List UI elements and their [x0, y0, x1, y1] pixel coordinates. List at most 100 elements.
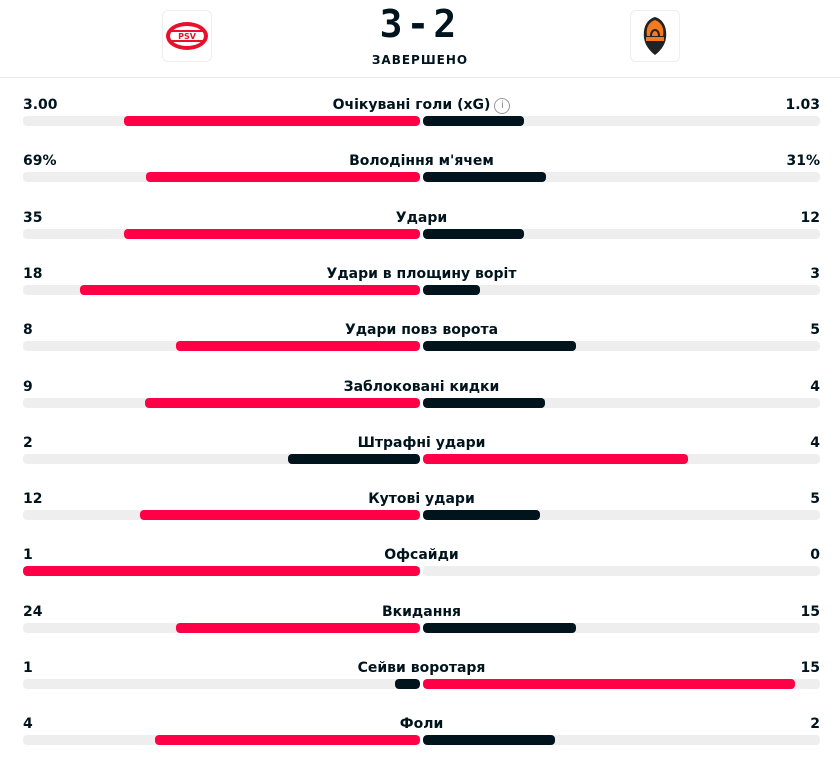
away-value: 5 [810, 322, 820, 339]
stat-label: Офсайди [384, 547, 459, 564]
home-bar-track [23, 735, 420, 746]
away-bar-track [423, 735, 820, 746]
info-icon[interactable]: i [494, 98, 511, 114]
home-value: 24 [23, 603, 43, 620]
svg-text:PSV: PSV [178, 32, 197, 41]
away-value: 4 [810, 434, 820, 451]
stat-label: Удари в площину воріт [326, 265, 517, 282]
away-bar-track [423, 284, 820, 295]
away-team-logo[interactable] [630, 10, 680, 62]
away-value: 4 [810, 378, 820, 395]
away-bar-fill [423, 679, 796, 689]
home-bar-fill [124, 116, 420, 126]
home-bar-track [23, 510, 420, 521]
away-bar-fill [423, 510, 540, 521]
home-bar-fill [139, 510, 420, 521]
stat-row: 35 Удари 12 [23, 209, 820, 249]
home-value: 2 [23, 434, 33, 451]
away-bar-fill [423, 453, 688, 464]
stat-row: 24 Вкидання 15 [23, 603, 820, 643]
stat-row: 12 Кутові удари 5 [23, 490, 820, 530]
away-bar-fill [423, 172, 547, 183]
home-bar-fill [155, 735, 420, 746]
home-bar-fill [395, 679, 420, 689]
home-bar-fill [23, 566, 420, 577]
stat-row: 18 Удари в площину воріт 3 [23, 265, 820, 305]
home-bar-track [23, 453, 420, 464]
away-bar-track [423, 116, 820, 126]
stat-label: Фоли [399, 716, 444, 733]
away-bar-fill [423, 284, 480, 295]
home-bar-fill [287, 453, 420, 464]
stat-label: Сейви воротаря [357, 660, 486, 676]
home-bar-fill [175, 341, 420, 352]
away-bar-fill [423, 341, 576, 352]
home-bar-track [23, 397, 420, 408]
away-value: 12 [800, 209, 820, 226]
home-value: 12 [23, 491, 43, 508]
stat-label: Удари повз ворота [344, 322, 499, 339]
away-value: 15 [800, 603, 820, 620]
stat-label: Очікувані голи (xG) i [23, 96, 820, 114]
away-bar-fill [423, 622, 576, 633]
home-value: 1 [23, 547, 33, 564]
away-bar-fill [423, 735, 556, 746]
away-bar-fill [423, 228, 525, 239]
away-bar-track [423, 172, 820, 183]
away-bar-fill [423, 116, 525, 126]
home-team-logo[interactable]: PSV [162, 10, 212, 62]
away-bar-track [423, 566, 820, 577]
stat-row: 1 Сейви воротаря 15 [23, 659, 820, 699]
home-bar-track [23, 679, 420, 689]
away-bar-track [423, 510, 820, 521]
stat-row: 69% Володіння м'ячем 31% [23, 152, 820, 192]
home-bar-track [23, 116, 420, 126]
home-bar-track [23, 566, 420, 577]
away-bar-fill [423, 397, 546, 408]
away-value: 31% [786, 153, 820, 170]
match-score: 3-2 [379, 2, 461, 46]
stat-row: 1 Офсайди 0 [23, 546, 820, 586]
home-value: 35 [23, 209, 43, 226]
away-bar-track [423, 679, 820, 689]
stat-label: Заблоковані кидки [343, 378, 500, 395]
away-bar-track [423, 397, 820, 408]
away-value: 1.03 [785, 97, 820, 113]
stat-label: Вкидання [381, 603, 462, 620]
home-value: 9 [23, 378, 33, 395]
away-value: 5 [810, 491, 820, 508]
home-value: 69% [23, 153, 57, 170]
home-bar-track [23, 341, 420, 352]
home-value: 1 [23, 660, 33, 676]
home-bar-fill [146, 172, 420, 183]
stat-label: Володіння м'ячем [349, 153, 494, 170]
home-bar-track [23, 622, 420, 633]
away-value: 3 [810, 265, 820, 282]
divider [0, 77, 840, 78]
stat-label: Кутові удари [368, 491, 475, 508]
home-value: 18 [23, 265, 43, 282]
stat-row: 2 Штрафні удари 4 [23, 434, 820, 474]
home-bar-fill [79, 284, 420, 295]
away-bar-track [423, 228, 820, 239]
stat-label: Удари [395, 209, 448, 226]
away-bar-track [423, 622, 820, 633]
away-value: 0 [810, 547, 820, 564]
away-value: 2 [810, 716, 820, 733]
home-value: 8 [23, 322, 33, 339]
away-bar-track [423, 453, 820, 464]
stat-row: 9 Заблоковані кидки 4 [23, 378, 820, 418]
away-bar-track [423, 341, 820, 352]
home-bar-track [23, 284, 420, 295]
home-bar-fill [175, 622, 420, 633]
match-status: ЗАВЕРШЕНО [371, 53, 469, 67]
away-value: 15 [800, 660, 820, 676]
stat-label: Штрафні удари [357, 434, 486, 451]
home-value: 3.00 [23, 97, 58, 113]
stat-row: 3.00 Очікувані голи (xG) i 1.03 [23, 96, 820, 136]
home-bar-track [23, 228, 420, 239]
home-bar-fill [145, 397, 420, 408]
stat-row: 8 Удари повз ворота 5 [23, 321, 820, 361]
home-bar-fill [124, 228, 420, 239]
home-bar-track [23, 172, 420, 183]
